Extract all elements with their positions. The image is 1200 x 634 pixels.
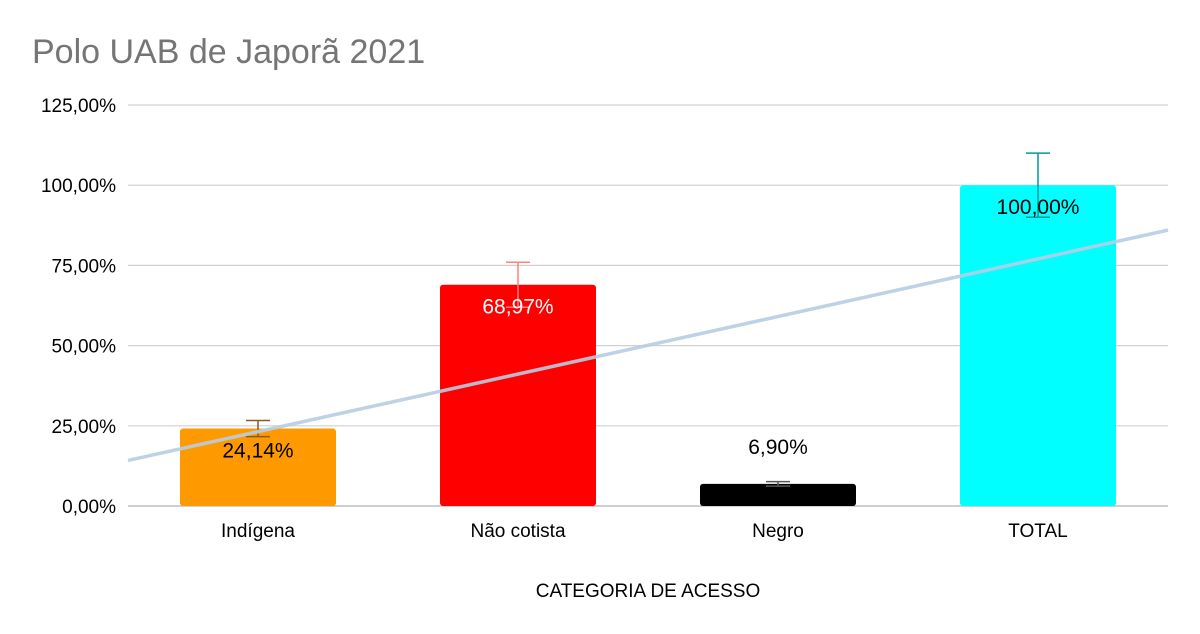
bar [180,428,336,506]
y-tick-label: 100,00% [41,176,116,197]
bar [960,185,1116,506]
chart-title: Polo UAB de Japorã 2021 [32,33,425,71]
x-tick-label: Indígena [221,521,295,542]
data-labels: 24,14% 68,97% 6,90% 100,00% [222,196,1079,462]
y-tick-label: 50,00% [52,337,117,358]
x-tick-label: TOTAL [1008,521,1067,542]
bars [180,185,1116,506]
trendline [127,228,1169,463]
x-tick-label: Negro [752,521,804,542]
y-tick-label: 75,00% [52,256,117,277]
bar [440,284,596,506]
data-label: 68,97% [482,296,553,319]
y-tick-label: 0,00% [62,497,116,518]
data-label: 100,00% [997,196,1080,219]
trendline-line [127,228,1169,463]
y-axis-ticks: 0,00% 25,00% 50,00% 75,00% 100,00% 125,00% [41,96,116,518]
x-axis-categories: Indígena Não cotista Negro TOTAL [221,521,1068,542]
error-bars [246,152,1050,487]
y-tick-label: 25,00% [52,417,117,438]
bar [700,483,856,506]
data-label: 6,90% [748,436,808,459]
y-tick-label: 125,00% [41,96,116,117]
x-tick-label: Não cotista [470,521,565,542]
x-axis-title: CATEGORIA DE ACESSO [536,581,761,602]
data-label: 24,14% [222,440,293,463]
